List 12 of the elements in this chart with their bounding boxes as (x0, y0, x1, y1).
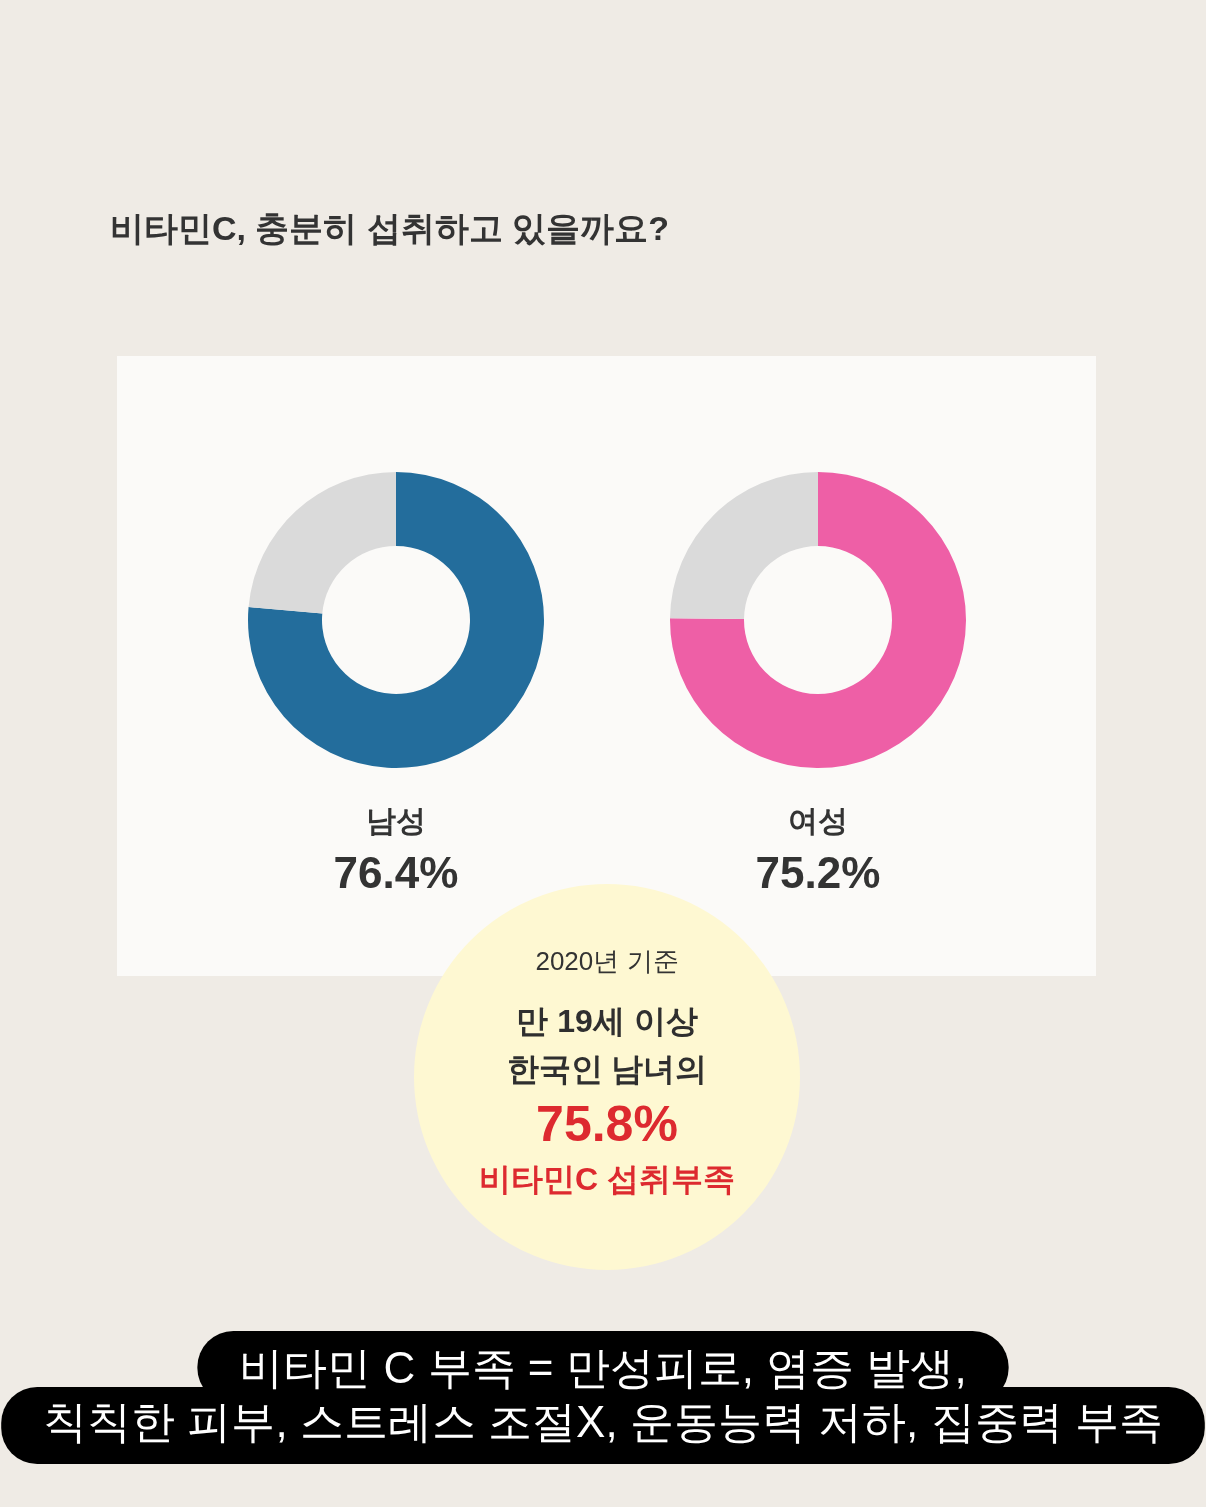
annotation: 75.8% (536, 1096, 678, 1152)
title: 비타민C, 충분히 섭취하고 있을까요? (110, 209, 670, 247)
annotation: 한국인 남녀의 (506, 1051, 708, 1087)
title: 여성 (788, 804, 848, 837)
title: 남성 (366, 804, 426, 837)
annotation: 만 19세 이상 (516, 1003, 698, 1039)
annotation: 비타민C 섭취부족 (479, 1161, 735, 1197)
value-label: 75.2% (755, 848, 881, 897)
value-label: 76.4% (333, 848, 459, 897)
annotation: 비타민 C 부족 = 만성피로, 염증 발생, (239, 1343, 967, 1392)
annotation: 칙칙한 피부, 스트레스 조절X, 운동능력 저하, 집중력 부족 (43, 1397, 1163, 1446)
subtitle: 2020년 기준 (535, 946, 679, 976)
